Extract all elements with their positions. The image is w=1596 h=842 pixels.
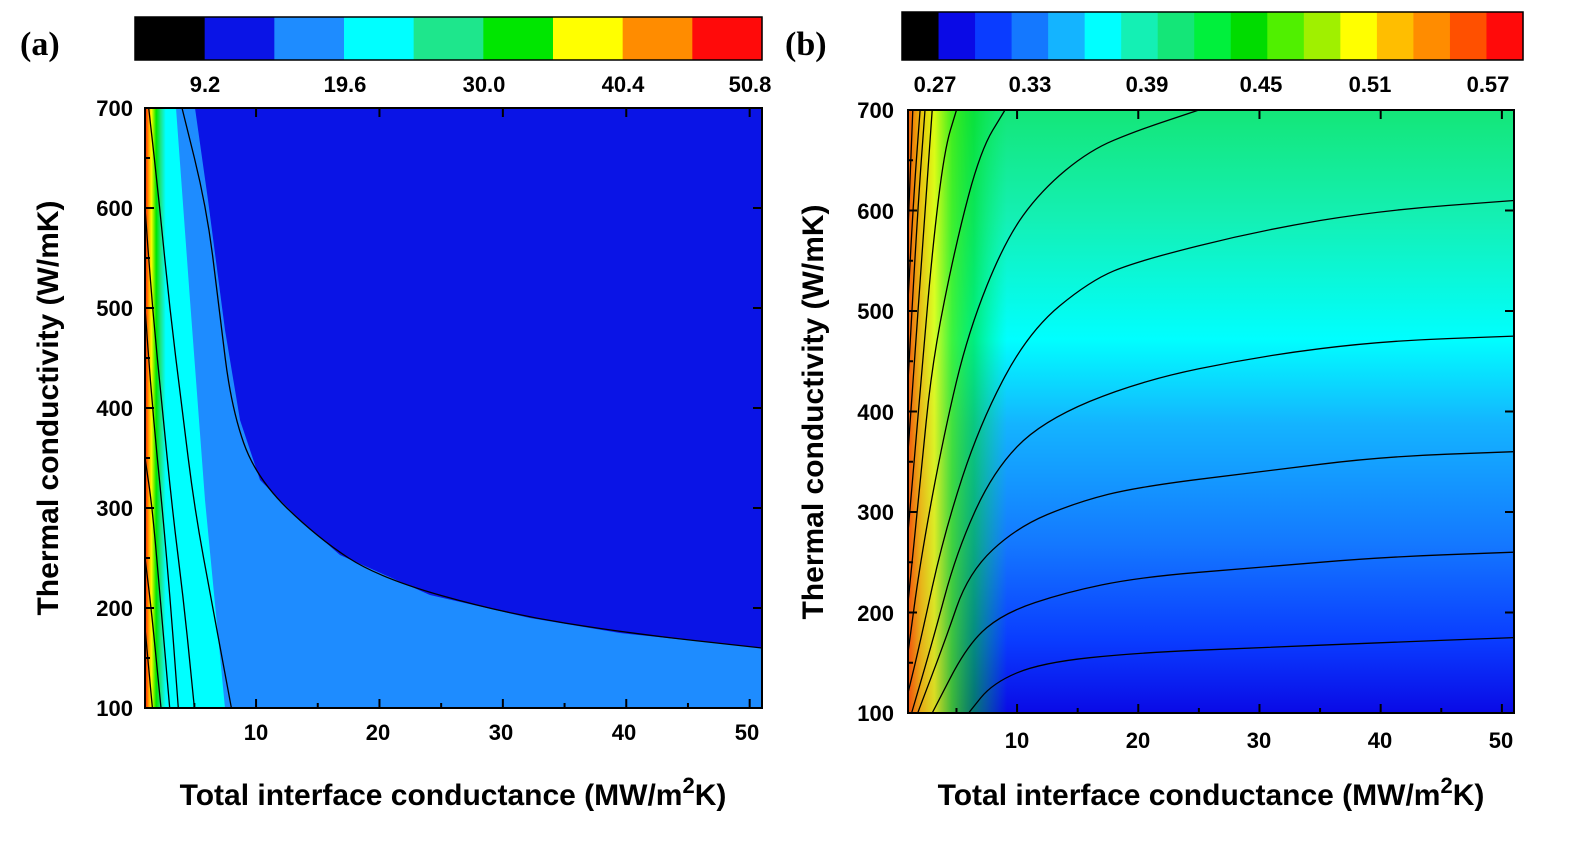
colorbar-a-swatch-2 — [274, 17, 345, 60]
y-axis-title-b: Thermal conductivity (W/mK) — [797, 204, 830, 619]
colorbar-b-swatch-8 — [1194, 12, 1232, 60]
colorbar-b-swatch-11 — [1303, 12, 1341, 60]
colorbar-b-swatch-15 — [1449, 12, 1488, 60]
y-tick-b-600: 600 — [857, 199, 894, 224]
y-tick-b-200: 200 — [857, 601, 894, 626]
y-tick-b-400: 400 — [857, 400, 894, 425]
colorbar-a-label-0: 9.2 — [190, 72, 221, 97]
panel-b-label: (b) — [785, 26, 827, 63]
contour-line-b-2 — [917, 451, 1514, 713]
contour-line-b-3 — [910, 335, 1514, 713]
colorbar-a-swatch-1 — [204, 17, 275, 60]
panel-a-label: (a) — [20, 26, 60, 63]
y-axis-title-a: Thermal conductivity (W/mK) — [32, 200, 65, 615]
contour-line-a-0 — [181, 108, 762, 649]
contour-line-a-1 — [148, 108, 233, 708]
contour-line-b-4 — [908, 199, 1514, 694]
contour-line-b-1 — [931, 551, 1514, 713]
colorbar-b-swatch-4 — [1048, 12, 1086, 60]
x-axis-title-b: Total interface conductance (MW/m2K) — [938, 773, 1485, 812]
contour-line-a-4 — [145, 457, 171, 708]
colorbar-a-swatch-6 — [553, 17, 624, 60]
colorbar-b-swatch-14 — [1413, 12, 1451, 60]
colorbar-b-label-5: 0.57 — [1467, 72, 1510, 97]
contour-line-b-5 — [908, 110, 1200, 653]
x-tick-b-50: 50 — [1489, 728, 1513, 753]
colorbar-b-swatch-7 — [1157, 12, 1195, 60]
panel-b: (b) 0.27 0.33 0.39 0.45 0.51 0.57 10 20 … — [785, 11, 1524, 812]
colorbar-b-label-4: 0.51 — [1349, 72, 1392, 97]
x-axis-title-a: Total interface conductance (MW/m2K) — [180, 773, 727, 812]
colorbar-a-frame — [134, 16, 763, 61]
plot-area-a — [145, 108, 762, 708]
y-tick-a-500: 500 — [96, 296, 133, 321]
colorbar-b-swatch-12 — [1340, 12, 1378, 60]
x-tick-a-30: 30 — [489, 720, 513, 745]
colorbar-b-label-2: 0.39 — [1126, 72, 1169, 97]
colorbar-b-swatch-2 — [975, 12, 1013, 60]
colorbar-a-swatch-3 — [344, 17, 415, 60]
x-tick-a-40: 40 — [612, 720, 636, 745]
colorbar-b-swatch-1 — [938, 12, 976, 60]
colorbar-b-swatch-10 — [1267, 12, 1305, 60]
x-tick-a-50: 50 — [735, 720, 759, 745]
y-tick-a-200: 200 — [96, 596, 133, 621]
region-a-edge — [145, 108, 305, 708]
y-tick-a-700: 700 — [96, 96, 133, 121]
colorbar-b-frame — [901, 11, 1524, 61]
x-tick-b-40: 40 — [1368, 728, 1392, 753]
colorbar-b-swatch-3 — [1011, 12, 1049, 60]
contour-line-b-6 — [908, 110, 1006, 603]
y-tick-b-500: 500 — [857, 299, 894, 324]
x-tick-a-20: 20 — [366, 720, 390, 745]
colorbar-b: 0.27 0.33 0.39 0.45 0.51 0.57 — [901, 11, 1524, 97]
y-tick-b-100: 100 — [857, 701, 894, 726]
contour-line-b-7 — [908, 110, 958, 533]
colorbar-b-swatch-13 — [1376, 12, 1415, 60]
contour-line-a-3 — [145, 307, 179, 708]
colorbar-b-label-1: 0.33 — [1009, 72, 1052, 97]
colorbar-a-label-3: 40.4 — [602, 72, 646, 97]
contour-line-b-0 — [968, 636, 1514, 713]
x-tick-b-10: 10 — [1005, 728, 1029, 753]
x-tick-b-30: 30 — [1247, 728, 1271, 753]
colorbar-a-swatch-0 — [135, 17, 206, 60]
colorbar-b-label-0: 0.27 — [914, 72, 957, 97]
colorbar-b-swatch-9 — [1230, 12, 1268, 60]
x-tick-b-20: 20 — [1126, 728, 1150, 753]
colorbar-a-swatch-5 — [483, 17, 554, 60]
colorbar-a: 9.2 19.6 30.0 40.4 50.8 — [134, 16, 772, 97]
region-a-9-2 — [195, 108, 762, 648]
colorbar-a-swatch-7 — [622, 17, 693, 60]
colorbar-b-label-3: 0.45 — [1240, 72, 1283, 97]
y-tick-b-700: 700 — [857, 98, 894, 123]
colorbar-b-swatch-6 — [1121, 12, 1159, 60]
y-tick-a-300: 300 — [96, 496, 133, 521]
y-tick-b-300: 300 — [857, 500, 894, 525]
x-tick-a-10: 10 — [244, 720, 268, 745]
colorbar-a-label-4: 50.8 — [729, 72, 772, 97]
y-tick-a-400: 400 — [96, 396, 133, 421]
colorbar-a-swatch-8 — [692, 17, 763, 60]
colorbar-a-label-2: 30.0 — [463, 72, 506, 97]
y-tick-a-100: 100 — [96, 696, 133, 721]
colorbar-a-swatch-4 — [413, 17, 484, 60]
region-b-edge — [908, 110, 1128, 713]
plot-area-b — [908, 110, 1514, 713]
y-tick-a-600: 600 — [96, 196, 133, 221]
colorbar-b-swatch-5 — [1084, 12, 1122, 60]
panel-a: (a) 9.2 19.6 30.0 40.4 50.8 10 20 30 — [20, 16, 772, 812]
colorbar-b-swatch-16 — [1486, 12, 1524, 60]
colorbar-b-swatch-0 — [902, 12, 940, 60]
colorbar-a-label-1: 19.6 — [324, 72, 367, 97]
